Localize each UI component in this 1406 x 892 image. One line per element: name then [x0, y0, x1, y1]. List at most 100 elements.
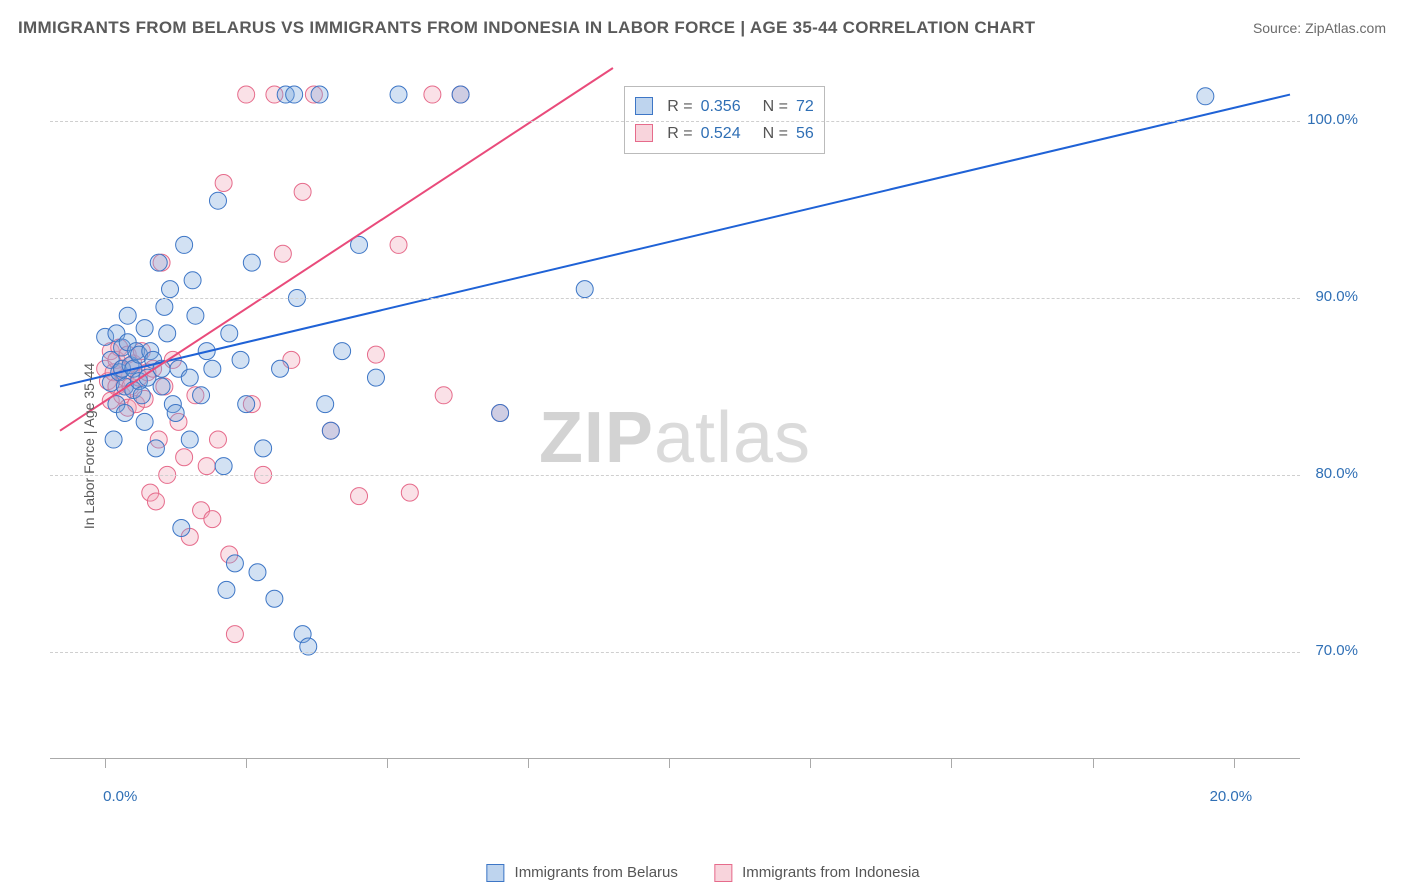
gridline: [50, 652, 1300, 653]
scatter-point: [367, 369, 384, 386]
scatter-point: [173, 520, 190, 537]
scatter-point: [401, 484, 418, 501]
legend-r-label: R =: [667, 93, 692, 120]
scatter-point: [317, 396, 334, 413]
y-tick-label: 90.0%: [1315, 288, 1358, 305]
scatter-point: [204, 511, 221, 528]
scatter-point: [167, 405, 184, 422]
scatter-point: [176, 236, 193, 253]
legend-item-indonesia: Immigrants from Indonesia: [714, 864, 920, 882]
scatter-point: [274, 245, 291, 262]
scatter-point: [133, 387, 150, 404]
scatter-point: [322, 422, 339, 439]
scatter-point: [150, 254, 167, 271]
x-tick: [1093, 758, 1094, 768]
scatter-point: [1197, 88, 1214, 105]
scatter-point: [193, 387, 210, 404]
legend-n-label: N =: [763, 93, 788, 120]
scatter-point: [286, 86, 303, 103]
trend-line: [60, 68, 613, 431]
scatter-point: [226, 626, 243, 643]
legend-n-value: 72: [796, 93, 814, 120]
y-tick-label: 100.0%: [1307, 111, 1358, 128]
legend-top-row: R = 0.524 N = 56: [635, 120, 814, 147]
scatter-point: [218, 581, 235, 598]
scatter-point: [116, 405, 133, 422]
scatter-point: [162, 281, 179, 298]
legend-item-belarus: Immigrants from Belarus: [486, 864, 678, 882]
scatter-point: [181, 431, 198, 448]
legend-swatch-belarus: [486, 864, 504, 882]
scatter-point: [159, 325, 176, 342]
scatter-point: [184, 272, 201, 289]
scatter-point: [187, 307, 204, 324]
scatter-point: [204, 360, 221, 377]
scatter-point: [294, 183, 311, 200]
y-tick-label: 70.0%: [1315, 642, 1358, 659]
scatter-point: [243, 254, 260, 271]
scatter-point: [209, 431, 226, 448]
scatter-point: [221, 325, 238, 342]
x-tick: [246, 758, 247, 768]
x-tick-label: 0.0%: [103, 788, 137, 805]
scatter-point: [147, 440, 164, 457]
scatter-point: [215, 458, 232, 475]
scatter-point: [272, 360, 289, 377]
scatter-point: [576, 281, 593, 298]
scatter-point: [390, 86, 407, 103]
scatter-point: [351, 488, 368, 505]
scatter-point: [238, 86, 255, 103]
x-tick: [951, 758, 952, 768]
scatter-point: [452, 86, 469, 103]
scatter-point: [136, 413, 153, 430]
scatter-point: [249, 564, 266, 581]
chart-title: IMMIGRANTS FROM BELARUS VS IMMIGRANTS FR…: [18, 18, 1035, 38]
scatter-point: [266, 590, 283, 607]
scatter-point: [209, 192, 226, 209]
x-tick: [810, 758, 811, 768]
gridline: [50, 298, 1300, 299]
scatter-point: [238, 396, 255, 413]
scatter-point: [105, 431, 122, 448]
scatter-point: [311, 86, 328, 103]
x-tick: [387, 758, 388, 768]
legend-r-label: R =: [667, 120, 692, 147]
chart-svg: [50, 58, 1300, 818]
scatter-point: [215, 175, 232, 192]
chart-source: Source: ZipAtlas.com: [1253, 20, 1386, 36]
scatter-point: [198, 458, 215, 475]
legend-n-value: 56: [796, 120, 814, 147]
legend-bottom: Immigrants from Belarus Immigrants from …: [486, 864, 919, 882]
scatter-point: [492, 405, 509, 422]
legend-swatch: [635, 124, 653, 142]
x-axis-line: [50, 758, 1300, 759]
legend-label-belarus: Immigrants from Belarus: [515, 864, 678, 881]
scatter-point: [181, 369, 198, 386]
legend-r-value: 0.356: [701, 93, 741, 120]
scatter-point: [424, 86, 441, 103]
x-tick: [669, 758, 670, 768]
y-axis-label: In Labor Force | Age 35-44: [81, 363, 97, 529]
legend-r-value: 0.524: [701, 120, 741, 147]
legend-n-label: N =: [763, 120, 788, 147]
scatter-point: [435, 387, 452, 404]
gridline: [50, 475, 1300, 476]
scatter-point: [176, 449, 193, 466]
scatter-point: [334, 343, 351, 360]
x-tick: [1234, 758, 1235, 768]
scatter-point: [232, 351, 249, 368]
scatter-point: [153, 378, 170, 395]
scatter-point: [255, 440, 272, 457]
y-tick-label: 80.0%: [1315, 465, 1358, 482]
scatter-point: [226, 555, 243, 572]
legend-swatch-indonesia: [714, 864, 732, 882]
plot-area: ZIPatlas R =0.356N =72R =0.524N =56 70.0…: [50, 58, 1300, 818]
legend-swatch: [635, 97, 653, 115]
scatter-point: [390, 236, 407, 253]
gridline: [50, 121, 1300, 122]
legend-top: R = 0.356 N = 72 R = 0.524 N = 56: [624, 86, 825, 154]
legend-label-indonesia: Immigrants from Indonesia: [742, 864, 920, 881]
x-tick-label: 20.0%: [1210, 788, 1253, 805]
scatter-point: [156, 298, 173, 315]
x-tick: [528, 758, 529, 768]
